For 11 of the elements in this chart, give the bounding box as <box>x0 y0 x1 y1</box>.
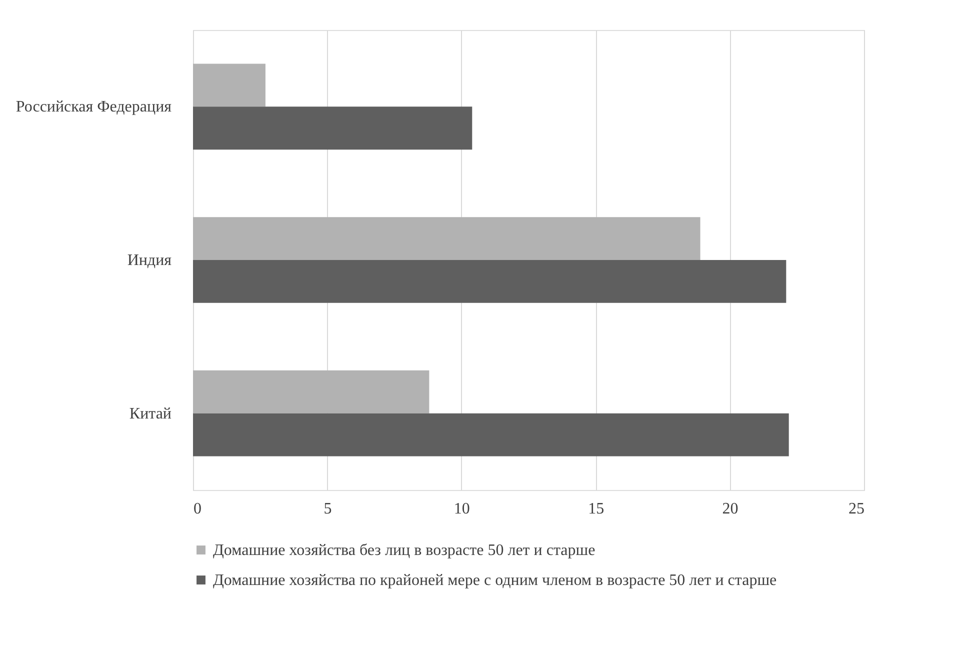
y-tick-label: Китай <box>129 405 172 422</box>
x-tick-label: 15 <box>588 500 604 518</box>
x-tick-label: 5 <box>324 500 332 518</box>
legend-label: Домашние хозяйства без лиц в возрасте 50 лет и старше <box>213 542 596 559</box>
y-tick-label: Индия <box>127 252 172 269</box>
legend-label: Домашние хозяйства по крайоней мере с одним членом в возрасте 50 лет и старше <box>213 572 777 589</box>
x-tick-label: 10 <box>454 500 470 518</box>
x-tick-label: 25 <box>848 500 864 518</box>
x-tick-label: 20 <box>722 500 738 518</box>
x-tick-label: 0 <box>194 500 202 518</box>
y-tick-label: Российская Федерация <box>16 98 172 116</box>
